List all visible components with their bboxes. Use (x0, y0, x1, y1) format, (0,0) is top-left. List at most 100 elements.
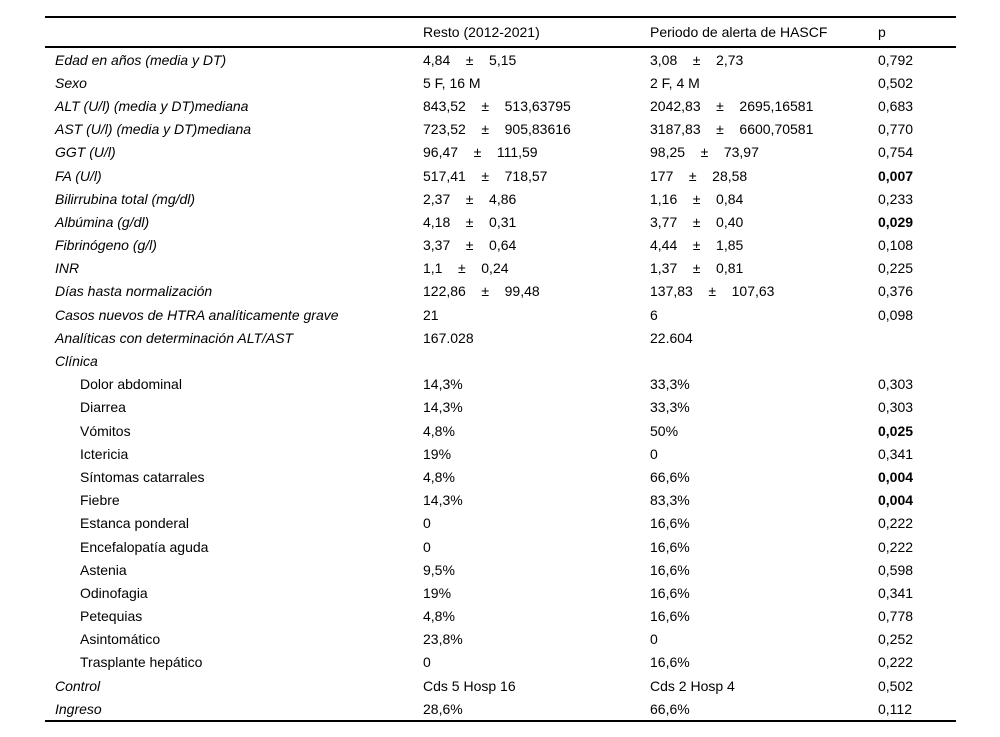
table-row: Ingreso 28,6% 66,6% 0,112 (45, 697, 956, 721)
table-row: Clínica (45, 349, 956, 372)
cell-resto: 1,1 ± 0,24 (423, 260, 509, 277)
table-row: INR 1,1 ± 0,24 1,37 ± 0,81 0,225 (45, 257, 956, 280)
table-row: Casos nuevos de HTRA analíticamente grav… (45, 303, 956, 326)
table-row: Ictericia 19% 0 0,341 (45, 442, 956, 465)
row-label: Fiebre (80, 492, 120, 509)
cell-periodo: 16,6% (650, 654, 690, 671)
row-label: Ingreso (55, 700, 102, 717)
cell-p: 0,233 (878, 190, 914, 207)
cell-periodo: 66,6% (650, 700, 690, 717)
cell-periodo: 16,6% (650, 561, 690, 578)
cell-periodo (640, 349, 868, 372)
cell-periodo: 3,08 ± 2,73 (650, 51, 744, 68)
row-label: Edad en años (media y DT) (55, 51, 227, 68)
table-row: Estanca ponderal 0 16,6% 0,222 (45, 512, 956, 535)
cell-p: 0,098 (878, 306, 914, 323)
cell-resto: 0 (423, 515, 431, 532)
col-header-p: p (878, 24, 886, 40)
cell-p: 0,004 (878, 492, 914, 509)
row-label: Dolor abdominal (80, 376, 182, 393)
cell-periodo: 2042,83 ± 2695,16581 (650, 97, 814, 114)
cell-periodo: 1,37 ± 0,81 (650, 260, 744, 277)
cell-periodo: 16,6% (650, 538, 690, 555)
row-label: Síntomas catarrales (80, 468, 205, 485)
row-label: Sexo (55, 74, 87, 91)
table-row: Albúmina (g/dl) 4,18 ± 0,31 3,77 ± 0,40 … (45, 210, 956, 233)
row-label: Albúmina (g/dl) (55, 213, 150, 230)
cell-resto: 517,41 ± 718,57 (423, 167, 548, 184)
cell-p: 0,025 (878, 422, 914, 439)
row-label: Trasplante hepático (80, 654, 203, 671)
cell-p: 0,770 (878, 121, 914, 138)
col-header-resto: Resto (2012-2021) (423, 24, 540, 40)
cell-p: 0,303 (878, 399, 914, 416)
cell-periodo: 98,25 ± 73,97 (650, 144, 759, 161)
cell-periodo: 33,3% (650, 376, 690, 393)
cell-p: 0,303 (878, 376, 914, 393)
cell-p: 0,252 (878, 631, 914, 648)
cell-resto: 4,8% (423, 468, 455, 485)
cell-resto: 96,47 ± 111,59 (423, 144, 538, 161)
cell-p: 0,112 (878, 700, 912, 717)
table-row: Días hasta normalización 122,86 ± 99,48 … (45, 280, 956, 303)
cell-resto: 723,52 ± 905,83616 (423, 121, 571, 138)
cell-resto: 14,3% (423, 399, 463, 416)
cell-resto: 122,86 ± 99,48 (423, 283, 540, 300)
cell-resto: 4,8% (423, 422, 455, 439)
row-label: Ictericia (80, 445, 129, 462)
row-label: Analíticas con determinación ALT/AST (55, 329, 294, 346)
cell-resto: 19% (423, 445, 452, 462)
cell-resto: 4,8% (423, 608, 455, 625)
row-label: Bilirrubina total (mg/dl) (55, 190, 196, 207)
cell-p (868, 349, 956, 372)
table-row: Vómitos 4,8% 50% 0,025 (45, 419, 956, 442)
table-row: ALT (U/l) (media y DT)mediana 843,52 ± 5… (45, 94, 956, 117)
cell-p (868, 326, 956, 349)
row-label: Astenia (80, 561, 127, 578)
table-row: Asintomático 23,8% 0 0,252 (45, 628, 956, 651)
table-row: Fiebre 14,3% 83,3% 0,004 (45, 489, 956, 512)
row-label: Casos nuevos de HTRA analíticamente grav… (55, 306, 339, 323)
table-row: Bilirrubina total (mg/dl) 2,37 ± 4,86 1,… (45, 187, 956, 210)
cell-resto: 23,8% (423, 631, 463, 648)
col-header-variable (45, 17, 413, 47)
table-row: Edad en años (media y DT) 4,84 ± 5,15 3,… (45, 47, 956, 71)
cell-p: 0,792 (878, 51, 914, 68)
row-label: Odinofagia (80, 584, 148, 601)
table-row: Odinofagia 19% 16,6% 0,341 (45, 581, 956, 604)
table-row: Diarrea 14,3% 33,3% 0,303 (45, 396, 956, 419)
table-row: Astenia 9,5% 16,6% 0,598 (45, 558, 956, 581)
cell-resto: Cds 5 Hosp 16 (423, 677, 516, 694)
cell-resto: 5 F, 16 M (423, 74, 481, 91)
cell-resto: 843,52 ± 513,63795 (423, 97, 571, 114)
cell-resto: 4,18 ± 0,31 (423, 213, 517, 230)
cell-p: 0,108 (878, 237, 914, 254)
row-label: Clínica (55, 353, 98, 370)
cell-resto: 0 (423, 538, 431, 555)
row-label: Días hasta normalización (55, 283, 213, 300)
table-row: FA (U/l) 517,41 ± 718,57 177 ± 28,58 0,0… (45, 164, 956, 187)
row-label: Control (55, 677, 101, 694)
header-row: Resto (2012-2021) Periodo de alerta de H… (45, 17, 956, 47)
cell-resto: 4,84 ± 5,15 (423, 51, 517, 68)
table-row: Sexo 5 F, 16 M 2 F, 4 M 0,502 (45, 71, 956, 94)
cell-p: 0,029 (878, 213, 914, 230)
cell-p: 0,222 (878, 515, 914, 532)
row-label: Vómitos (80, 422, 131, 439)
cell-periodo: 16,6% (650, 608, 690, 625)
cell-p: 0,222 (878, 538, 914, 555)
row-label: Fibrinógeno (g/l) (55, 237, 157, 254)
row-label: Encefalopatía aguda (80, 538, 209, 555)
cell-p: 0,341 (878, 445, 914, 462)
row-label: Estanca ponderal (80, 515, 189, 532)
cell-periodo: Cds 2 Hosp 4 (650, 677, 735, 694)
table-row: Dolor abdominal 14,3% 33,3% 0,303 (45, 373, 956, 396)
cell-p: 0,376 (878, 283, 914, 300)
cell-resto: 167.028 (423, 329, 474, 346)
cell-periodo: 3187,83 ± 6600,70581 (650, 121, 814, 138)
cell-periodo: 2 F, 4 M (650, 74, 700, 91)
row-label: AST (U/l) (media y DT)mediana (55, 121, 252, 138)
row-label: Petequias (80, 608, 143, 625)
table-row: Trasplante hepático 0 16,6% 0,222 (45, 651, 956, 674)
col-header-periodo: Periodo de alerta de HASCF (650, 24, 828, 40)
